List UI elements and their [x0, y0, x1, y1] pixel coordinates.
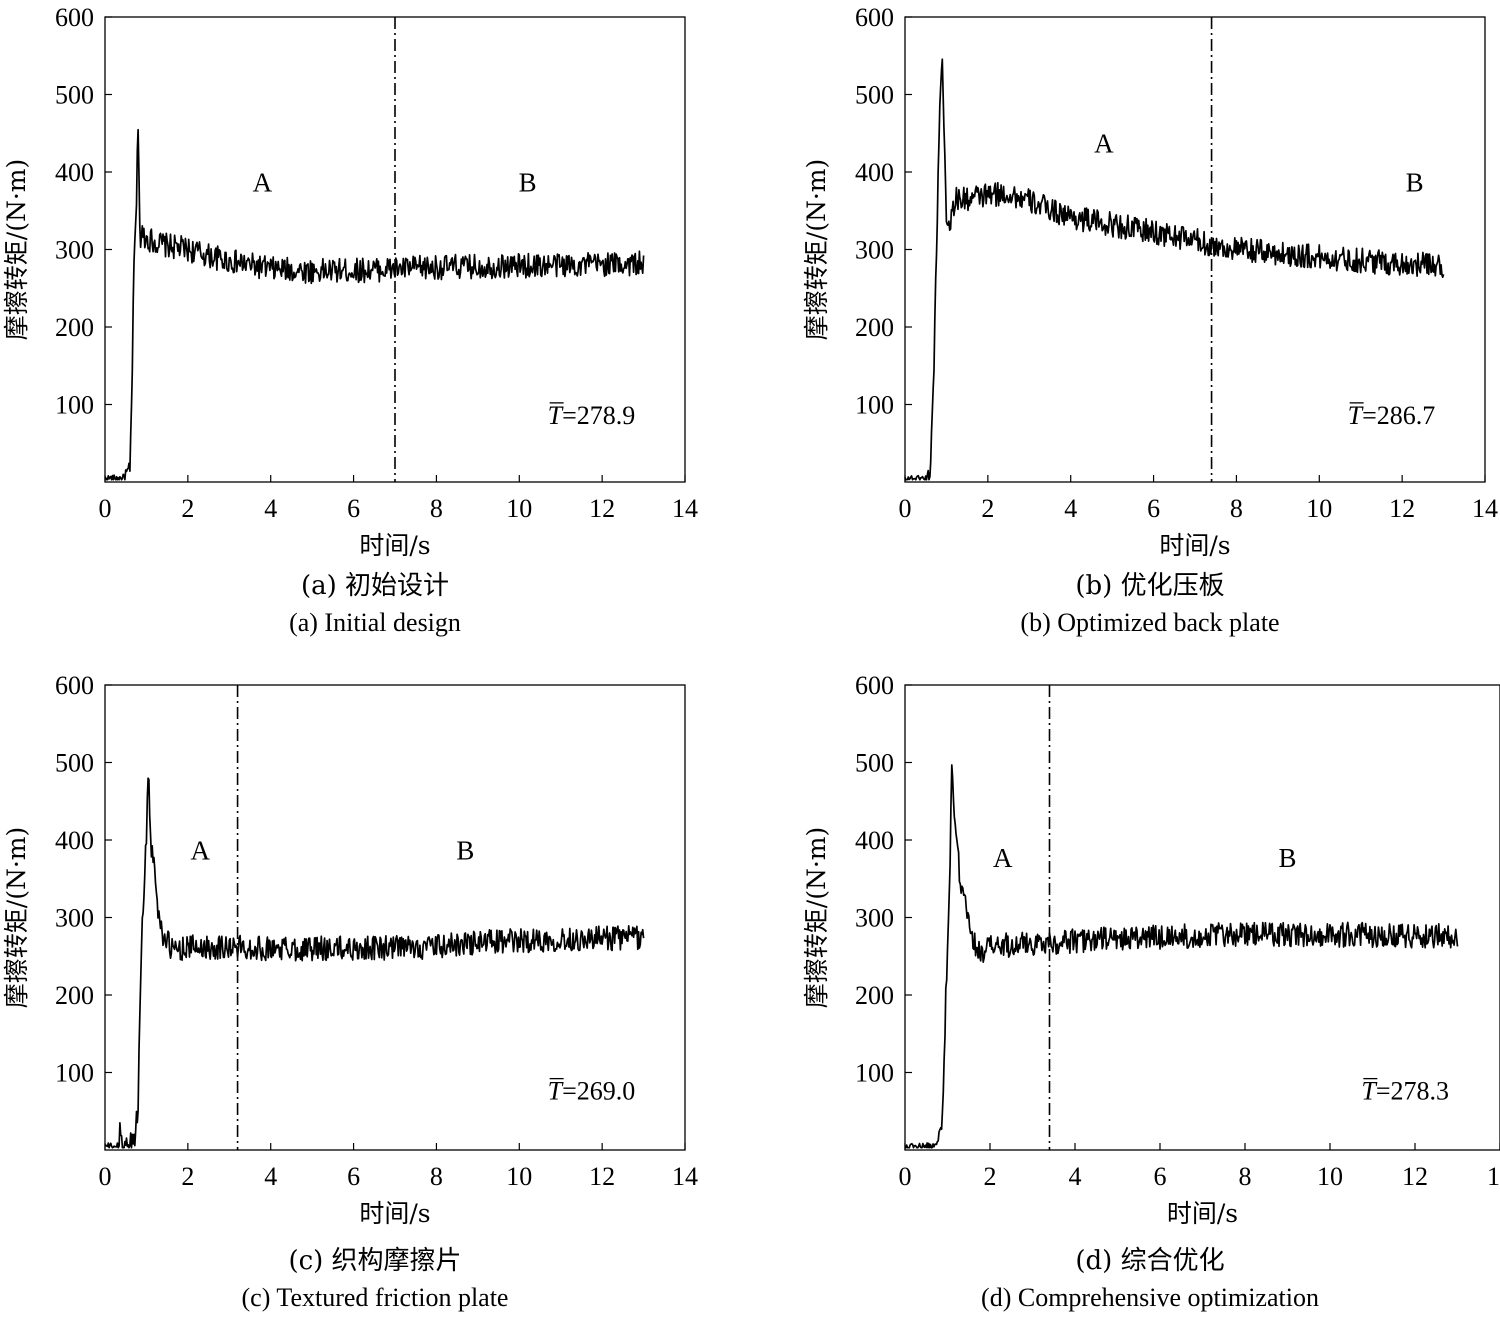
x-tick-label: 2: [181, 494, 194, 523]
chart-svg: 0 2 4 6 8 10 12 14 100 200 300 400 500 600 时间/s 摩擦转矩/(N…: [2, 671, 698, 1228]
x-tick-label: 6: [347, 1162, 360, 1191]
x-tick-label: 14: [1472, 494, 1498, 523]
y-tick-label: 500: [55, 81, 94, 110]
x-axis-label: 时间/s: [359, 1199, 430, 1228]
x-axis-label: 时间/s: [1167, 1199, 1238, 1228]
y-tick-label: 200: [855, 981, 894, 1010]
x-tick-label: 10: [506, 494, 532, 523]
x-tick-label: 12: [589, 1162, 615, 1191]
x-tick-label: 2: [984, 1162, 997, 1191]
x-tick-label: 14: [672, 494, 698, 523]
x-tick-label: 4: [264, 1162, 277, 1191]
region-label-a: A: [1094, 129, 1114, 159]
y-tick-label: 100: [55, 1059, 94, 1088]
y-tick-label: 300: [855, 236, 894, 265]
y-tick-label: 300: [55, 904, 94, 933]
caption-zh: (c) 织构摩擦片: [288, 1246, 462, 1276]
panel-b: 0 2 4 6 8 10 12 14 100 200 300 400 500 600 时间/s 摩擦转矩/(N…: [800, 0, 1500, 658]
y-tick-label: 400: [55, 826, 94, 855]
x-axis-label: 时间/s: [1159, 531, 1230, 560]
x-tick-label: 6: [1147, 494, 1160, 523]
x-tick-label: 10: [1306, 494, 1332, 523]
x-tick-label: 2: [981, 494, 994, 523]
x-tick-label: 0: [899, 1162, 912, 1191]
mean-torque-label: T=269.0: [548, 1077, 636, 1106]
caption-en: (b) Optimized back plate: [1020, 608, 1280, 637]
x-tick-label: 12: [589, 494, 615, 523]
caption-zh: (a) 初始设计: [300, 571, 450, 601]
x-tick-label: 8: [430, 1162, 443, 1191]
torque-series-line: [904, 58, 1445, 481]
y-tick-label: 100: [855, 391, 894, 420]
y-tick-label: 300: [855, 904, 894, 933]
region-label-a: A: [191, 835, 211, 865]
y-tick-label: 100: [55, 391, 94, 420]
y-tick-label: 400: [855, 826, 894, 855]
torque-series-line: [104, 128, 645, 481]
mean-torque-label: T=286.7: [1348, 401, 1436, 430]
y-tick-label: 500: [55, 749, 94, 778]
x-tick-label: 10: [506, 1162, 532, 1191]
panel-d: 0 2 4 6 8 10 12 14 100 200 300 400 500 600 时间/s 摩擦转矩/(N…: [800, 668, 1500, 1326]
caption-en: (d) Comprehensive optimization: [981, 1283, 1319, 1312]
x-tick-label: 0: [899, 494, 912, 523]
panel-a: 0 2 4 6 8 10 12 14 100 200 300 400 500 600 时间/s 摩擦转矩/(N…: [0, 0, 750, 658]
torque-series-line: [904, 764, 1459, 1149]
chart-svg: 0 2 4 6 8 10 12 14 100 200 300 400 500 600 时间/s 摩擦转矩/(N…: [802, 671, 1500, 1228]
y-axis-label: 摩擦转矩/(N·m): [2, 827, 31, 1008]
torque-series-line: [104, 777, 645, 1149]
panel-c: 0 2 4 6 8 10 12 14 100 200 300 400 500 600 时间/s 摩擦转矩/(N…: [0, 668, 750, 1326]
x-tick-label: 6: [347, 494, 360, 523]
x-tick-label: 10: [1317, 1162, 1343, 1191]
x-tick-label: 6: [1154, 1162, 1167, 1191]
mean-torque-label: T=278.9: [548, 401, 636, 430]
region-label-b: B: [519, 167, 537, 197]
y-tick-label: 600: [55, 671, 94, 700]
y-axis-label: 摩擦转矩/(N·m): [802, 159, 831, 340]
x-tick-label: 2: [181, 1162, 194, 1191]
x-tick-label: 0: [99, 1162, 112, 1191]
caption-zh: (b) 优化压板: [1075, 571, 1225, 601]
caption-zh: (d) 综合优化: [1075, 1246, 1225, 1276]
y-tick-label: 300: [55, 236, 94, 265]
y-tick-label: 100: [855, 1059, 894, 1088]
x-tick-label: 8: [1230, 494, 1243, 523]
y-tick-label: 200: [55, 313, 94, 342]
caption-en: (a) Initial design: [289, 608, 461, 637]
y-tick-label: 400: [855, 158, 894, 187]
y-tick-label: 500: [855, 81, 894, 110]
x-axis-label: 时间/s: [359, 531, 430, 560]
y-tick-label: 400: [55, 158, 94, 187]
region-label-b: B: [1278, 843, 1296, 873]
chart-svg: 0 2 4 6 8 10 12 14 100 200 300 400 500 600 时间/s 摩擦转矩/(N…: [802, 3, 1498, 560]
region-label-a: A: [253, 167, 273, 197]
x-tick-label: 0: [99, 494, 112, 523]
y-tick-label: 600: [855, 3, 894, 32]
y-tick-label: 600: [55, 3, 94, 32]
y-tick-label: 500: [855, 749, 894, 778]
x-tick-label: 14: [1487, 1162, 1500, 1191]
mean-torque-label: T=278.3: [1361, 1077, 1449, 1106]
region-label-b: B: [456, 835, 474, 865]
y-tick-label: 200: [855, 313, 894, 342]
y-axis-label: 摩擦转矩/(N·m): [2, 159, 31, 340]
x-tick-label: 12: [1402, 1162, 1428, 1191]
x-tick-label: 14: [672, 1162, 698, 1191]
x-tick-label: 4: [1069, 1162, 1082, 1191]
x-tick-label: 8: [430, 494, 443, 523]
y-tick-label: 200: [55, 981, 94, 1010]
region-label-b: B: [1406, 167, 1424, 197]
x-tick-label: 12: [1389, 494, 1415, 523]
y-tick-label: 600: [855, 671, 894, 700]
y-axis-label: 摩擦转矩/(N·m): [802, 827, 831, 1008]
x-tick-label: 8: [1239, 1162, 1252, 1191]
x-tick-label: 4: [1064, 494, 1077, 523]
region-label-a: A: [993, 843, 1013, 873]
caption-en: (c) Textured friction plate: [241, 1283, 509, 1312]
chart-svg: 0 2 4 6 8 10 12 14 100 200 300 400 500 600 时间/s 摩擦转矩/(N…: [2, 3, 698, 560]
x-tick-label: 4: [264, 494, 277, 523]
